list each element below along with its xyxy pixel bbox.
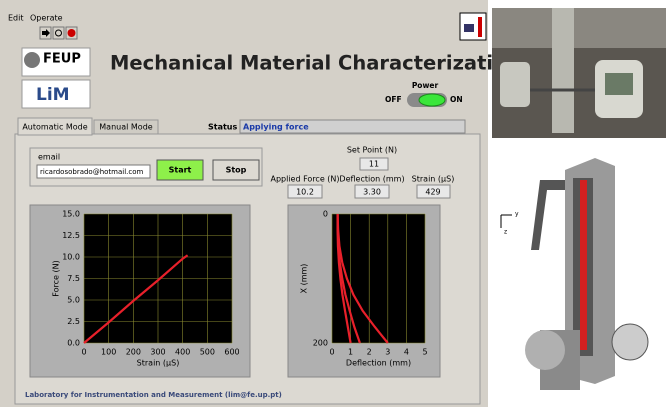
tab[interactable] — [17, 117, 93, 136]
photo-part — [552, 8, 574, 133]
y-tick-label: 10.0 — [62, 253, 80, 262]
x-tick-label: 1 — [348, 348, 353, 357]
vi-icon-part — [464, 24, 474, 32]
y-tick-label: 2.5 — [67, 317, 80, 326]
menu-item[interactable]: Operate — [30, 14, 63, 23]
icon — [42, 29, 50, 37]
tab-label: Manual Mode — [99, 123, 152, 132]
tab-label: Automatic Mode — [22, 123, 87, 132]
y-tick-label: 7.5 — [67, 274, 80, 283]
x-tick-label: 3 — [385, 348, 390, 357]
data-line — [83, 254, 189, 344]
stop-button[interactable] — [212, 159, 260, 181]
x-tick-label: 200 — [126, 348, 141, 357]
x-tick-label: 400 — [175, 348, 190, 357]
logo-text: LiM — [36, 85, 70, 105]
x-tick-label: 0 — [329, 348, 334, 357]
photo-part — [500, 62, 530, 107]
icon — [67, 29, 76, 37]
logo-mark — [24, 52, 40, 68]
drawing-part — [611, 323, 649, 361]
readout-value: 10.2 — [296, 188, 314, 197]
data-line — [336, 214, 352, 344]
status-box — [239, 119, 466, 134]
power-knob[interactable] — [418, 93, 446, 107]
tab[interactable] — [93, 119, 159, 135]
axis-label: y — [515, 211, 519, 218]
y-tick-label: 200 — [313, 339, 328, 348]
x-axis-label: Deflection (mm) — [346, 359, 411, 368]
drawing-part — [531, 180, 565, 250]
setpoint-box — [359, 157, 389, 171]
email-value: ricardosobrado@hotmail.com — [40, 168, 144, 176]
y-tick-label: 5.0 — [67, 296, 80, 305]
x-tick-label: 100 — [101, 348, 116, 357]
setpoint-value: 11 — [369, 160, 379, 169]
stop-label: Stop — [226, 166, 247, 175]
logo-text: FEUP — [43, 52, 81, 67]
photo-part — [492, 8, 666, 48]
power-on: ON — [450, 95, 463, 104]
status-value: Applying force — [243, 123, 309, 132]
device-drawing: y z — [492, 150, 666, 405]
title: Mechanical Material Characterization — [110, 52, 520, 75]
footer: Laboratory for Instrumentation and Measu… — [25, 391, 282, 399]
setpoint-label: Set Point (N) — [347, 146, 397, 155]
toolbar — [39, 26, 78, 40]
x-tick-label: 500 — [200, 348, 215, 357]
email-group — [29, 147, 263, 187]
readout-label: Applied Force (N) — [270, 175, 339, 184]
x-axis-label: Strain (µS) — [137, 359, 180, 368]
readout-label: Strain (µS) — [412, 175, 455, 184]
readout-box — [416, 184, 451, 199]
email-label: email — [38, 153, 60, 162]
status-label: Status — [208, 123, 238, 132]
logo — [21, 79, 91, 109]
readout-value: 3.30 — [363, 188, 381, 197]
readout-box — [354, 184, 390, 199]
email-input[interactable] — [36, 164, 151, 179]
x-tick-label: 0 — [81, 348, 86, 357]
x-tick-label: 5 — [422, 348, 427, 357]
power-off: OFF — [385, 95, 402, 104]
y-axis-label: Force (N) — [52, 260, 61, 296]
x-tick-label: 300 — [150, 348, 165, 357]
menu-item[interactable]: Edit — [8, 14, 24, 23]
y-tick-label: 0.0 — [67, 339, 80, 348]
readout-value: 429 — [425, 188, 440, 197]
y-tick-label: 0 — [323, 210, 328, 219]
camera-photo — [492, 8, 666, 138]
y-tick-label: 12.5 — [62, 231, 80, 240]
x-tick-label: 600 — [224, 348, 239, 357]
power-label: Power — [412, 81, 439, 90]
start-button[interactable] — [156, 159, 204, 181]
readout-box — [287, 184, 323, 199]
x-tick-label: 2 — [367, 348, 372, 357]
photo-part — [605, 73, 633, 95]
y-tick-label: 15.0 — [62, 210, 80, 219]
vi-icon-part — [478, 17, 482, 37]
x-tick-label: 4 — [404, 348, 409, 357]
y-axis-label: X (mm) — [300, 264, 309, 294]
axis-label: z — [504, 229, 507, 236]
run-continuous[interactable] — [52, 26, 65, 40]
readout-label: Deflection (mm) — [339, 175, 404, 184]
start-label: Start — [169, 166, 192, 175]
drawing-part — [525, 330, 565, 370]
icon — [55, 29, 62, 37]
drawing-part — [580, 180, 587, 350]
